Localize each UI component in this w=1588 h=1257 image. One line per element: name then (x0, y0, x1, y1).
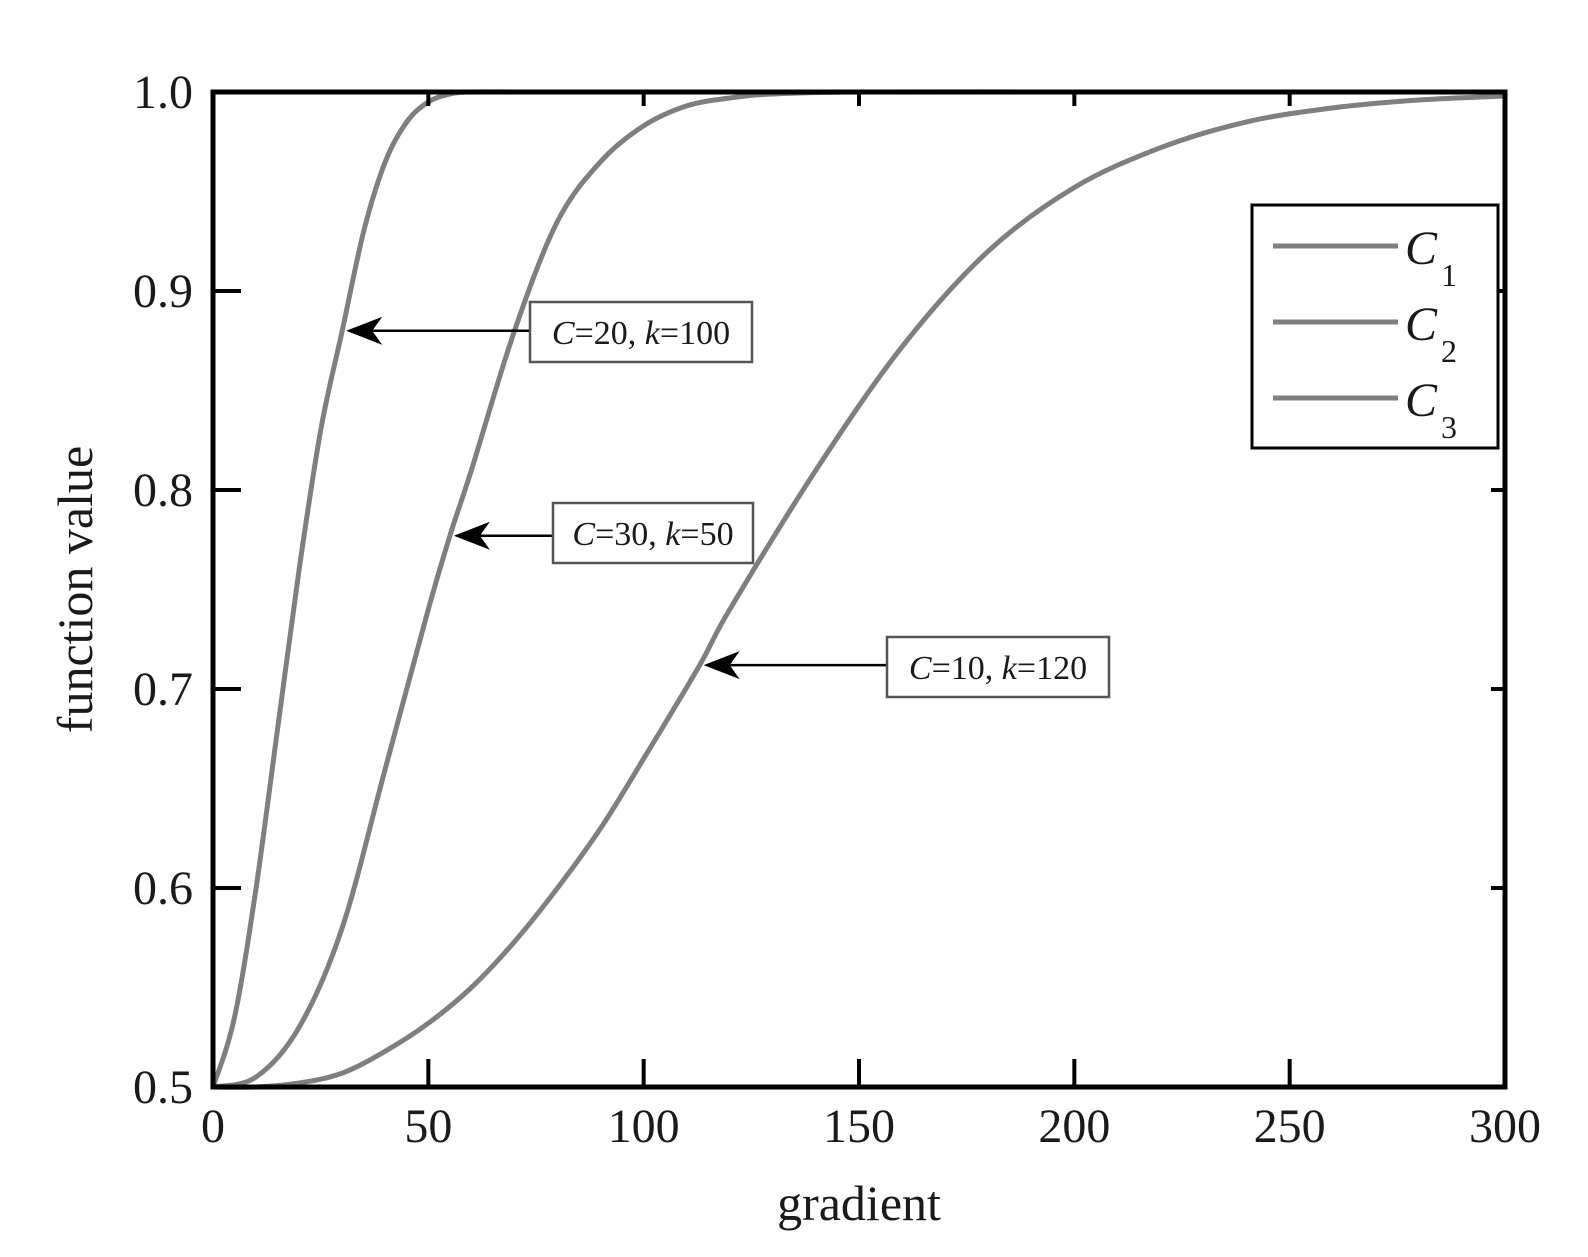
annotation-label: C=30, k=50 (572, 516, 733, 553)
x-tick-label: 50 (404, 1100, 452, 1153)
annotation-c1: C=20, k=100 (346, 300, 754, 364)
annotation-box (551, 501, 755, 565)
annotation-label: C=10, k=120 (909, 650, 1087, 687)
y-tick-label: 0.6 (133, 862, 193, 915)
x-tick-label: 150 (823, 1100, 895, 1153)
y-tick-label: 0.9 (133, 265, 193, 318)
annotation-box (885, 635, 1111, 699)
y-tick-label: 0.5 (133, 1061, 193, 1114)
series-line-c3 (212, 93, 1506, 1090)
y-tick-label: 0.8 (133, 464, 193, 517)
x-tick-label: 0 (201, 1100, 225, 1153)
annotations: C=20, k=100 C=30, k=50 C=10, k=120 (346, 300, 1111, 699)
x-tick-label: 250 (1254, 1100, 1326, 1153)
annotation-c2: C=30, k=50 (453, 501, 755, 565)
annotation-box (528, 300, 754, 364)
annotation-arrow-head (346, 316, 383, 345)
y-axis-label: function value (47, 446, 103, 733)
x-tick-label: 100 (608, 1100, 680, 1153)
x-axis-label: gradient (777, 1175, 941, 1231)
legend: C 1C 2C 3 (1250, 203, 1500, 450)
axes: 0 50 100 150 200 250 300 0.5 0.6 0.7 0.8 0.9 1.0 (133, 66, 1541, 1153)
annotation-arrow-head (703, 651, 740, 680)
y-tick-label: 1.0 (133, 66, 193, 119)
x-tick-label: 300 (1469, 1100, 1541, 1153)
y-tick-label: 0.7 (133, 663, 193, 716)
x-tick-label: 200 (1038, 1100, 1110, 1153)
annotation-arrow-head (453, 521, 490, 550)
legend-box (1250, 203, 1500, 450)
annotation-label: C=20, k=100 (552, 315, 730, 352)
annotation-c3: C=10, k=120 (703, 635, 1111, 699)
